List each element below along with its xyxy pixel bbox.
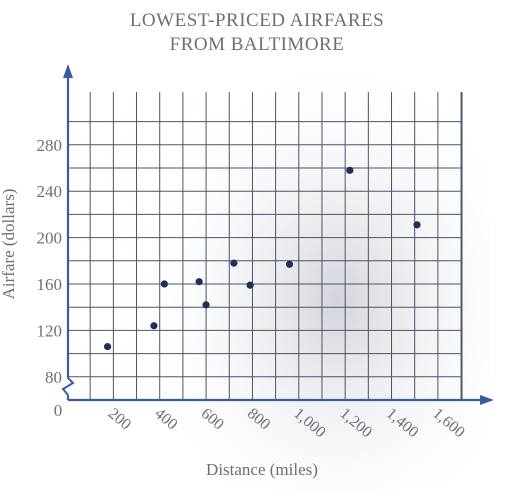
y-tick-label: 280: [37, 136, 63, 155]
y-tick-label: 240: [37, 182, 63, 201]
data-point: [413, 221, 421, 229]
y-axis-arrow: [63, 64, 73, 78]
photo-shading: [150, 70, 490, 490]
x-axis-label: Distance (miles): [206, 460, 318, 479]
data-point: [246, 281, 254, 289]
y-tick-label: 80: [45, 368, 62, 387]
y-tick-label: 160: [37, 275, 63, 294]
data-point: [285, 260, 294, 268]
data-point: [346, 166, 354, 174]
data-point: [103, 343, 112, 351]
y-axis-break-mark: [61, 377, 75, 396]
data-points: [103, 166, 421, 351]
data-point: [150, 322, 158, 330]
y-axis-label: Airfare (dollars): [0, 189, 18, 300]
x-tick-label: 200: [105, 405, 134, 433]
chart-title-line-2: FROM BALTIMORE: [169, 34, 345, 55]
x-axis-arrow: [480, 395, 494, 405]
y-tick-label: 200: [37, 229, 63, 248]
data-point: [230, 259, 238, 267]
axes: [61, 64, 494, 405]
y-tick-label: 120: [37, 321, 63, 340]
data-point: [195, 278, 203, 286]
grid-lines: [68, 92, 463, 400]
chart-title-line-1: LOWEST-PRICED AIRFARES: [129, 10, 385, 31]
data-point: [160, 280, 168, 288]
data-point: [202, 301, 210, 309]
origin-label: 0: [54, 401, 63, 420]
